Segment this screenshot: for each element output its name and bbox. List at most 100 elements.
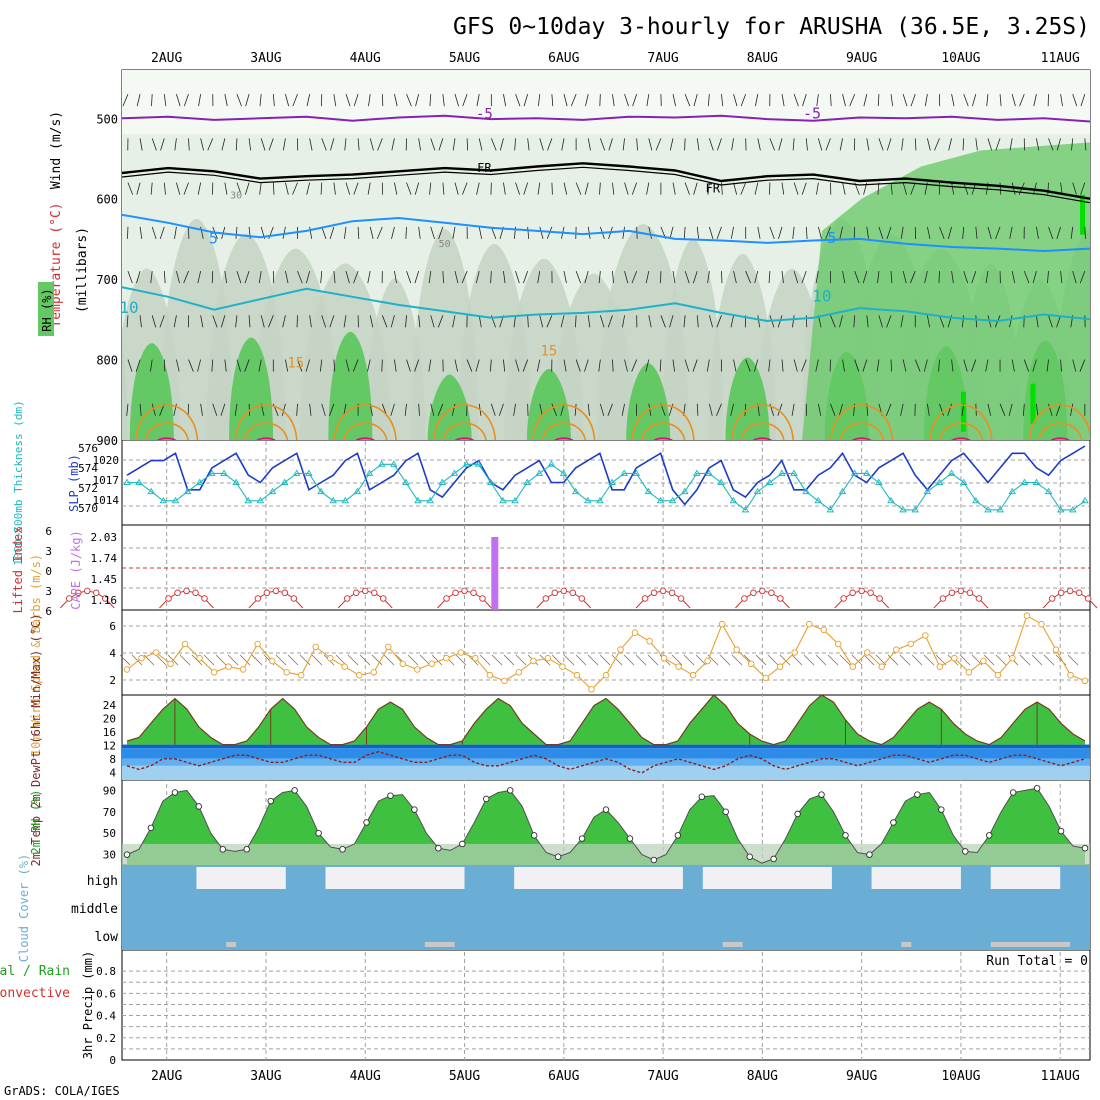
slp-tick: 1014 <box>93 494 120 507</box>
ylabel-wind: Wind (m/s) <box>49 111 64 189</box>
wind-barb <box>768 271 771 284</box>
wind-barb-10m <box>383 654 395 666</box>
wind-barb <box>537 182 541 195</box>
wind-barb <box>406 93 412 107</box>
wind-barb <box>368 94 371 107</box>
wind-barb <box>842 94 846 107</box>
wind-barb-10m <box>959 654 971 666</box>
wind-speed-point <box>704 657 711 665</box>
wind-speed-point <box>1052 646 1060 653</box>
wind-barb <box>781 271 784 284</box>
wind-barb <box>499 138 504 151</box>
wind-barb <box>268 315 274 328</box>
wind-barb <box>272 182 275 195</box>
wind-barb <box>708 138 714 151</box>
wind-barb <box>669 315 674 328</box>
wind-barb <box>163 271 166 284</box>
wind-barb <box>329 403 335 416</box>
wind-barb <box>418 226 421 239</box>
wind-barb <box>176 359 180 372</box>
wind-speed-point <box>138 654 145 662</box>
wind-barb <box>285 271 289 284</box>
wind-barb <box>839 315 843 328</box>
wind-barb <box>438 138 444 151</box>
ylabel-rh: RH (%) <box>40 288 54 331</box>
wind-barb <box>731 138 734 151</box>
lifted-index-point <box>542 595 550 602</box>
wind-barb <box>1072 270 1077 284</box>
wind-barb <box>902 182 907 195</box>
wind-barb <box>563 182 568 195</box>
wind-barb <box>816 94 819 107</box>
wind-barb <box>498 403 504 416</box>
wind-barb <box>515 182 521 195</box>
wind-speed-point <box>414 666 421 673</box>
wind-barb <box>442 94 445 107</box>
rh-moist-plume <box>725 357 770 440</box>
wind-barb <box>367 359 371 372</box>
precip-tick: 0.4 <box>96 1010 116 1023</box>
wind-barb-10m <box>887 654 899 666</box>
wind-barb <box>598 271 601 284</box>
wind-barb <box>381 359 383 372</box>
wind-barb <box>547 138 553 151</box>
wind-barb <box>160 138 165 151</box>
ylabel-cape: CAPE (J/kg) <box>69 530 83 609</box>
wind-barb <box>706 359 710 372</box>
rh-point <box>435 844 442 852</box>
thickness-point <box>778 469 786 476</box>
wind-barb <box>599 403 605 416</box>
wind-barb <box>478 226 483 239</box>
rh-plume <box>364 278 426 440</box>
wind-barb <box>769 226 775 239</box>
wind-barb-10m <box>299 654 311 666</box>
wind-barb <box>1035 138 1040 151</box>
wind-barb <box>452 226 456 239</box>
wind-barb <box>948 138 952 151</box>
wind-barb <box>886 226 892 239</box>
wind-barb <box>344 138 347 151</box>
wind-barb <box>1084 138 1087 151</box>
rh-point <box>578 835 586 842</box>
wind-barb <box>151 315 157 328</box>
wind-speed-point <box>283 669 290 676</box>
wind-barb <box>924 270 928 284</box>
rh-point <box>171 789 179 796</box>
wind-speed-point <box>341 663 348 670</box>
wind-barb <box>406 270 412 284</box>
rh-moist-plume <box>328 331 373 440</box>
wind-barb <box>890 94 893 107</box>
thickness-point <box>802 487 810 495</box>
wind-barb <box>527 226 530 239</box>
wind-barb <box>406 359 411 372</box>
wind-barb-10m <box>335 654 347 666</box>
wind-barb <box>693 182 698 195</box>
lifted-index-point <box>470 589 477 597</box>
wind-barb <box>282 315 286 328</box>
wind-barb <box>853 315 856 328</box>
wind-barb <box>792 226 795 239</box>
wind-barb <box>575 182 582 195</box>
date-label-bottom: 10AUG <box>941 1069 980 1084</box>
wind-barb <box>1035 315 1039 328</box>
wind-barb <box>793 93 799 107</box>
wind-barb <box>353 94 359 107</box>
wind-barb <box>475 359 480 372</box>
wind-barb <box>987 226 992 239</box>
wind-speed-point <box>385 643 392 651</box>
lifted-index-point <box>777 595 784 602</box>
rh-point <box>315 829 322 837</box>
wind-barb <box>490 138 497 151</box>
wind-barb <box>802 94 807 107</box>
rh-saturated-patch <box>1080 194 1086 235</box>
rh-point <box>650 856 658 864</box>
wind-barb <box>353 270 359 284</box>
lifted-index-point <box>452 589 459 597</box>
wind-speed-point <box>501 677 508 685</box>
wind-barb-10m <box>347 654 359 666</box>
wind-barb <box>333 182 336 195</box>
wind-barb <box>801 270 807 284</box>
wind-barb <box>285 182 289 195</box>
thickness-point <box>923 487 932 495</box>
date-label-top: 6AUG <box>548 51 579 66</box>
